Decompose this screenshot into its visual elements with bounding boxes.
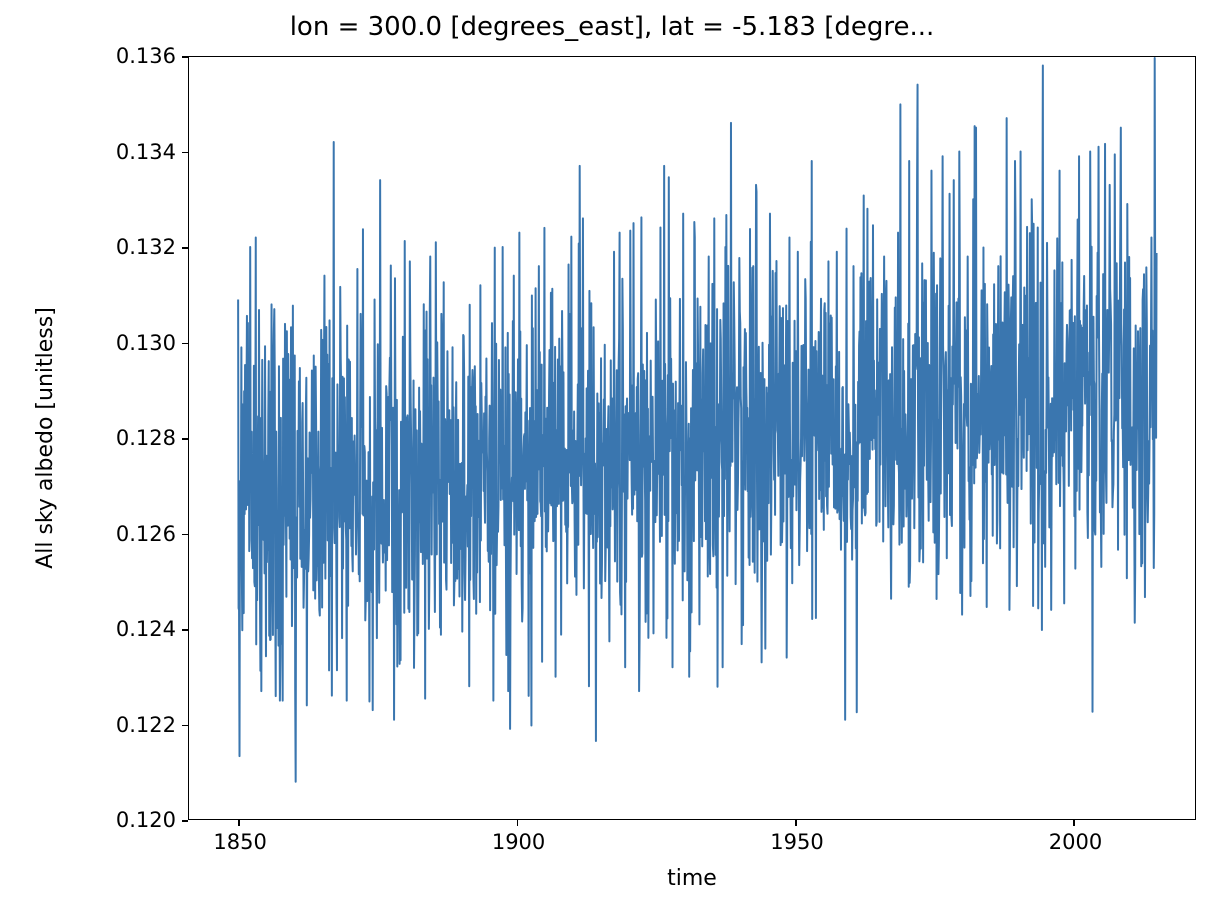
y-tick-label: 0.128 (116, 426, 176, 450)
albedo-line (238, 58, 1156, 782)
x-tick-label: 1950 (767, 830, 827, 854)
y-tick-mark (182, 152, 188, 154)
x-tick-mark (1073, 820, 1075, 826)
y-tick-mark (182, 725, 188, 727)
y-tick-label: 0.122 (116, 713, 176, 737)
y-tick-label: 0.136 (116, 44, 176, 68)
x-tick-label: 1900 (489, 830, 549, 854)
chart-title: lon = 300.0 [degrees_east], lat = -5.183… (0, 12, 1224, 42)
y-tick-mark (182, 438, 188, 440)
y-tick-mark (182, 56, 188, 58)
y-tick-label: 0.134 (116, 140, 176, 164)
x-axis-label: time (188, 866, 1196, 891)
x-tick-label: 2000 (1045, 830, 1105, 854)
x-tick-mark (238, 820, 240, 826)
y-tick-label: 0.132 (116, 235, 176, 259)
plot-area (188, 56, 1196, 820)
y-tick-mark (182, 534, 188, 536)
figure: lon = 300.0 [degrees_east], lat = -5.183… (0, 0, 1224, 906)
y-tick-mark (182, 247, 188, 249)
y-tick-label: 0.124 (116, 617, 176, 641)
y-tick-mark (182, 343, 188, 345)
x-tick-label: 1850 (210, 830, 270, 854)
x-tick-mark (795, 820, 797, 826)
y-tick-mark (182, 820, 188, 822)
y-tick-label: 0.126 (116, 522, 176, 546)
y-tick-label: 0.130 (116, 331, 176, 355)
line-series (188, 56, 1196, 820)
y-tick-mark (182, 629, 188, 631)
y-tick-label: 0.120 (116, 808, 176, 832)
x-tick-mark (517, 820, 519, 826)
y-axis-label: All sky albedo [unitless] (33, 56, 58, 820)
